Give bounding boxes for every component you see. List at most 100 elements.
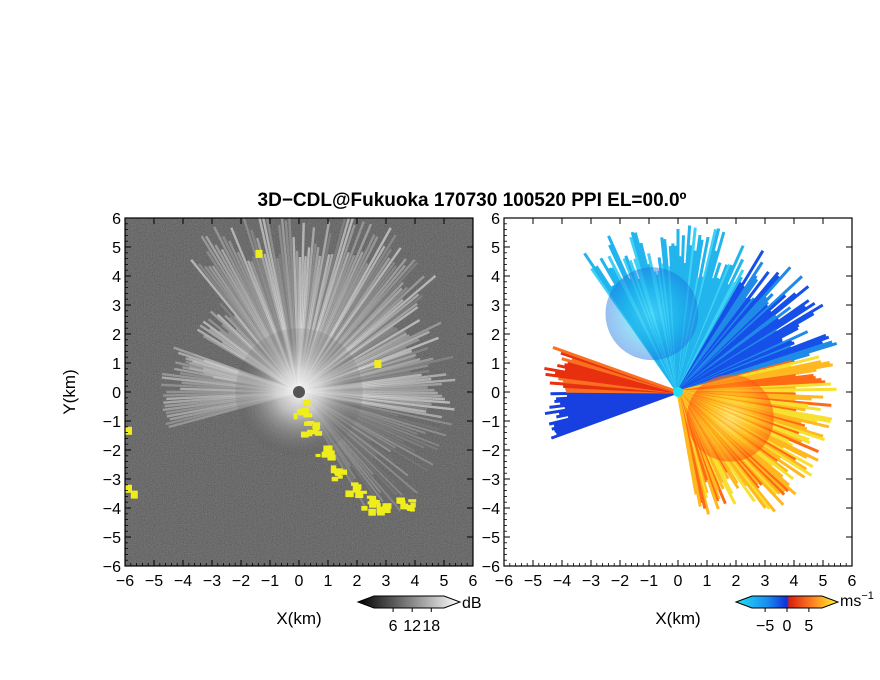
vel-xtick-label-7: 1 [703,573,712,590]
vel-ytick-label-3: 3 [491,298,500,315]
snr-flag [293,412,298,420]
snr-flag [345,490,354,498]
snr-flag [397,500,406,504]
snr-flag [337,475,343,479]
vel-ytick-label-11: −5 [482,530,500,547]
snr-flag [335,472,342,477]
snr-flag [326,450,335,457]
snr-ytick-label-11: −5 [103,530,121,547]
snr-colorbar-unit: dB [462,595,482,612]
vel-core-negative [605,267,699,361]
vel-xtick-label-9: 3 [761,573,770,590]
snr-flag [307,429,313,437]
snr-xtick-label-12: 6 [469,573,478,590]
snr-flag [302,399,311,406]
snr-flag [334,468,343,474]
snr-xtick-label-7: 1 [324,573,333,590]
vel-ytick-label-5: 1 [491,356,500,373]
vel-xtick-label-0: −6 [495,573,513,590]
snr-flag [304,413,313,418]
snr-flag [408,499,417,503]
snr-flag [361,505,368,511]
velocity-unit-base: ms [840,593,861,610]
snr-flag [312,422,321,430]
snr-flag [409,508,415,512]
vel-ytick-label-4: 2 [491,327,500,344]
snr-ytick-label-6: 0 [112,385,121,402]
vel-ytick-label-7: −1 [482,414,500,431]
snr-flag [338,469,348,475]
snr-flag [351,482,359,486]
snr-flag [407,504,415,512]
vel-ytick-label-6: 0 [491,385,500,402]
snr-flag [327,454,336,461]
snr-flag [381,506,386,511]
snr-flag [355,492,364,498]
vel-ytick-label-9: −3 [482,472,500,489]
snr-flag [315,453,321,457]
snr-flag [296,408,302,415]
velocity-xlabel: X(km) [655,609,700,628]
snr-flag [314,431,323,436]
snr-xtick-label-0: −6 [116,573,134,590]
snr-flag [255,249,263,258]
velocity-colorbar-tick-label-1: 0 [783,618,792,635]
snr-xtick-label-3: −3 [203,573,221,590]
figure-title: 3D−CDL@Fukuoka 170730 100520 PPI EL=00.0… [258,190,687,211]
snr-flag [410,502,416,508]
vel-ytick-label-8: −2 [482,443,500,460]
snr-flag [369,495,377,502]
snr-ytick-label-3: 3 [112,298,121,315]
vel-xtick-label-5: −1 [640,573,658,590]
vel-xtick-label-3: −3 [582,573,600,590]
snr-panel: −6 −5 −4 −3 −2 −1 0 1 2 3 4 5 6 6 5 4 3 2 1 0 −1 −2 −3 −4 −5 −6 Y… [60,211,478,628]
snr-ytick-label-12: −6 [103,559,121,576]
snr-xtick-label-11: 5 [440,573,449,590]
snr-flag [130,490,138,499]
snr-flag [301,407,308,413]
snr-ytick-label-8: −2 [103,443,121,460]
snr-xtick-label-1: −5 [145,573,163,590]
snr-colorbar-tick-label-2: 18 [422,618,440,635]
snr-image [125,218,473,566]
velocity-panel: −6 −5 −4 −3 −2 −1 0 1 2 3 4 5 6 6 5 4 3 2 1 0 −1 −2 −3 −4 −5 −6 X… [482,211,857,628]
snr-flag [369,501,377,508]
snr-flag [125,484,132,493]
snr-xtick-label-4: −2 [232,573,250,590]
vel-ytick-label-2: 4 [491,269,500,286]
snr-ytick-label-10: −4 [103,501,121,518]
snr-flag [376,507,385,514]
snr-flag [330,468,337,474]
snr-flag [382,506,391,513]
vel-core-positive [686,374,774,462]
snr-ytick-label-5: 1 [112,356,121,373]
snr-flag [300,431,309,438]
vel-ytick-label-1: 5 [491,240,500,257]
vel-ytick-label-10: −4 [482,501,500,518]
vel-ytick-label-12: −6 [482,559,500,576]
velocity-image [504,218,852,566]
snr-flag [367,501,374,505]
snr-xtick-label-2: −4 [174,573,192,590]
vel-xtick-label-12: 6 [848,573,857,590]
vel-ray-west [552,346,679,394]
vel-xtick-label-6: 0 [674,573,683,590]
vel-xtick-label-2: −4 [553,573,571,590]
snr-flag [331,476,339,482]
snr-flag [374,360,382,369]
snr-xtick-label-8: 2 [353,573,362,590]
vel-xtick-label-4: −2 [611,573,629,590]
snr-xlabel: X(km) [276,609,321,628]
vel-xtick-label-1: −5 [524,573,542,590]
snr-flag [325,446,331,451]
snr-flag [370,499,380,505]
snr-flag [322,451,329,456]
velocity-unit-exponent: −1 [861,590,874,602]
snr-flag [380,511,385,516]
snr-xtick-label-5: −1 [261,573,279,590]
snr-ytick-label-7: −1 [103,414,121,431]
velocity-colorbar-tick-label-2: 5 [804,618,813,635]
snr-ytick-label-1: 5 [112,240,121,257]
snr-ytick-label-4: 2 [112,327,121,344]
